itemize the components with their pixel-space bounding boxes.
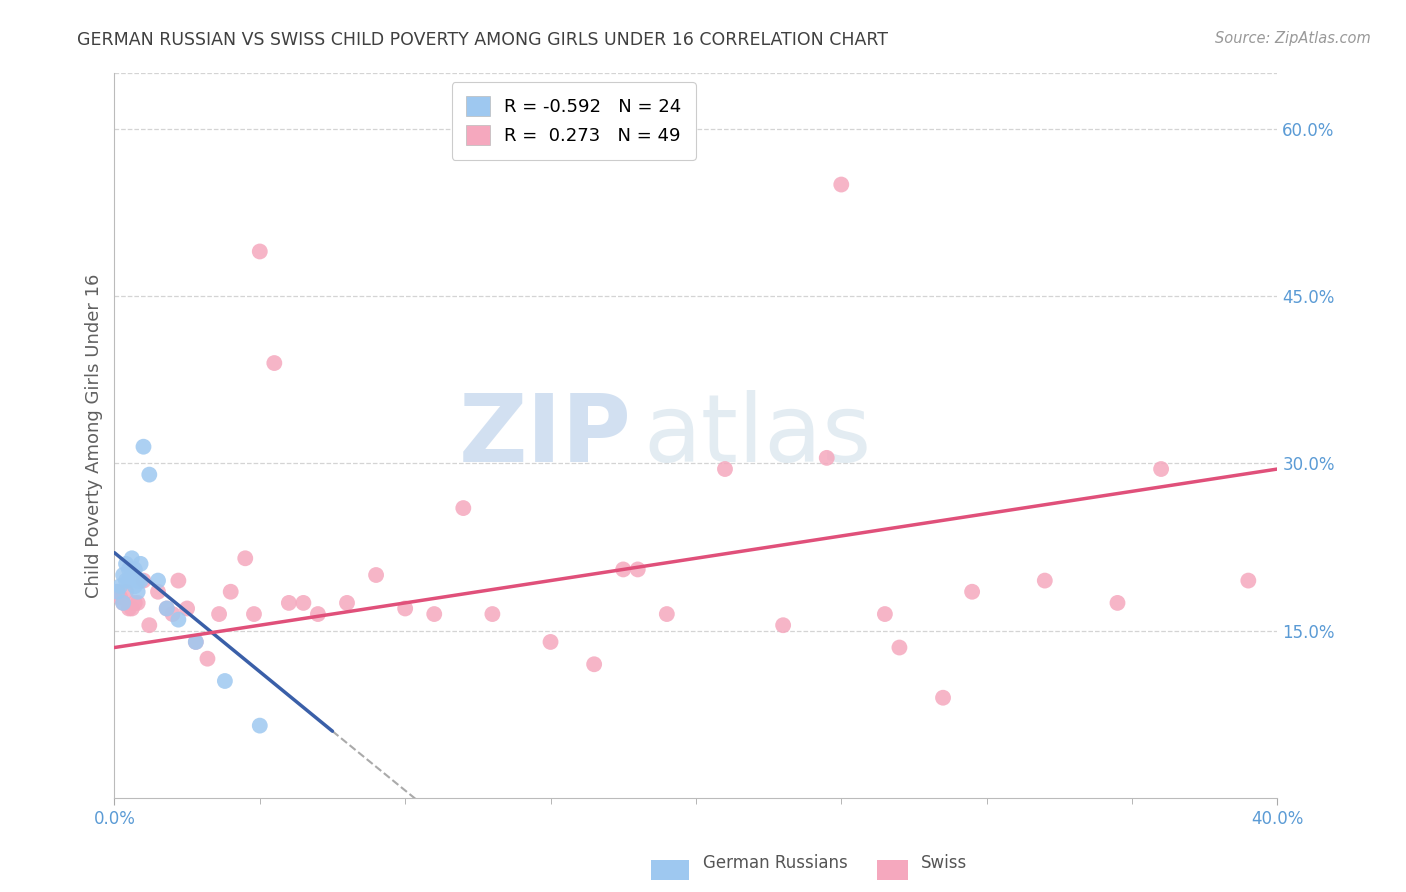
Point [156,601,179,615]
Point [219,584,242,599]
Point [156,601,179,615]
Point [167,574,190,588]
Point [214,673,236,688]
Point [249,244,271,259]
Text: ZIP: ZIP [460,390,631,482]
Point [336,596,359,610]
Point [127,584,149,599]
Point [481,607,503,621]
Text: Swiss: Swiss [921,855,967,872]
Point [105,584,128,599]
Point [127,574,149,588]
Point [292,596,315,610]
Point [249,718,271,732]
Legend: R = -0.592   N = 24, R =  0.273   N = 49: R = -0.592 N = 24, R = 0.273 N = 49 [451,82,696,160]
Point [110,579,132,593]
Point [612,562,634,576]
Text: atlas: atlas [644,390,872,482]
Point [233,551,256,566]
Point [115,574,138,588]
Point [118,601,141,615]
Point [714,462,737,476]
Point [124,562,146,576]
Point [176,601,198,615]
Point [960,584,983,599]
Point [105,584,128,599]
Point [1033,574,1056,588]
Point [364,568,387,582]
Point [124,596,146,610]
Point [127,596,149,610]
Point [118,562,141,576]
Point [243,607,266,621]
Point [121,568,143,582]
Point [423,607,446,621]
Point [772,618,794,632]
Point [815,450,838,465]
Point [277,596,299,610]
Point [394,601,416,615]
Point [1150,462,1173,476]
Point [115,584,138,599]
Point [655,607,678,621]
Point [263,356,285,370]
Point [112,596,135,610]
Point [146,574,169,588]
Point [583,657,606,672]
Text: Source: ZipAtlas.com: Source: ZipAtlas.com [1215,31,1371,46]
Point [115,557,138,571]
Point [184,635,207,649]
Point [129,557,152,571]
Point [889,640,911,655]
Text: German Russians: German Russians [703,855,848,872]
Point [112,568,135,582]
Point [627,562,650,576]
Point [124,579,146,593]
Point [162,607,184,621]
Point [453,501,475,516]
Point [146,584,169,599]
Y-axis label: Child Poverty Among Girls Under 16: Child Poverty Among Girls Under 16 [86,273,103,598]
Point [132,440,155,454]
Point [121,601,143,615]
Point [208,607,231,621]
Point [167,613,190,627]
Point [121,551,143,566]
Point [112,596,135,610]
Point [873,607,896,621]
Point [540,635,562,649]
Point [307,607,329,621]
Point [197,651,219,665]
Point [932,690,955,705]
Point [138,467,160,482]
Point [184,635,207,649]
Point [1107,596,1129,610]
Point [118,574,141,588]
Text: GERMAN RUSSIAN VS SWISS CHILD POVERTY AMONG GIRLS UNDER 16 CORRELATION CHART: GERMAN RUSSIAN VS SWISS CHILD POVERTY AM… [77,31,889,49]
Point [129,574,152,588]
Point [1237,574,1260,588]
Point [110,591,132,605]
Point [830,178,852,192]
Point [138,618,160,632]
Point [132,574,155,588]
